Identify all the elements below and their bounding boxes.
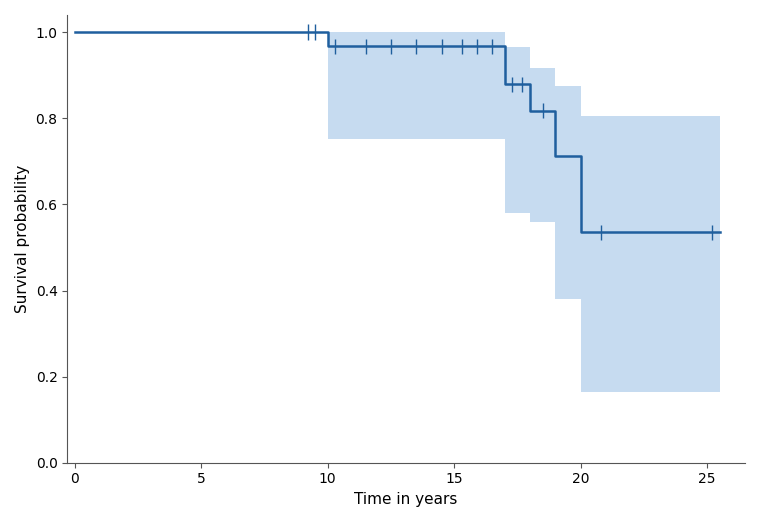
- X-axis label: Time in years: Time in years: [354, 492, 458, 507]
- Y-axis label: Survival probability: Survival probability: [15, 165, 30, 313]
